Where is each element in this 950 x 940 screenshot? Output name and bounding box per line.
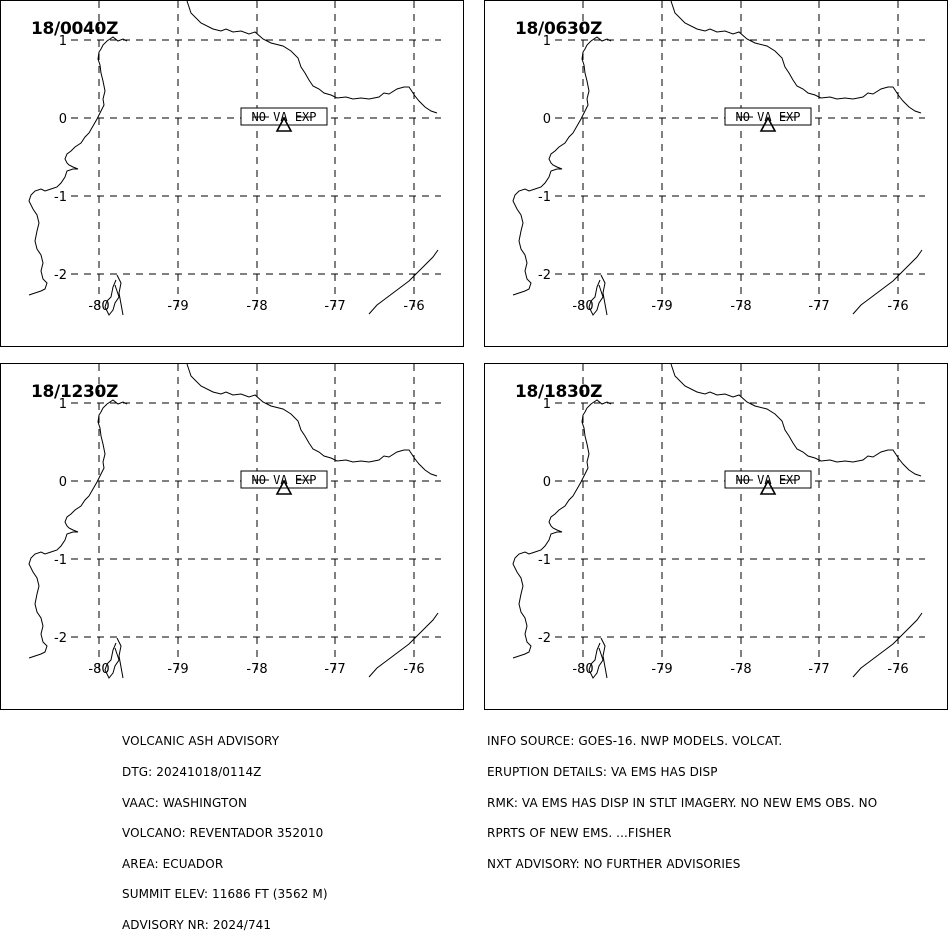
- lat-label: 0: [59, 475, 67, 490]
- lat-label: 1: [543, 34, 551, 49]
- panel-valid-time: 18/1230Z: [31, 382, 119, 402]
- triangle-icon: [759, 479, 777, 495]
- advisory-line: INFO SOURCE: GOES-16. NWP MODELS. VOLCAT…: [487, 734, 783, 749]
- lon-label: -77: [324, 299, 345, 314]
- coastline-se: [852, 612, 923, 678]
- lon-label: -78: [730, 299, 751, 314]
- coastline: [28, 1, 438, 316]
- lon-label: -76: [403, 662, 424, 677]
- lon-label: -76: [403, 299, 424, 314]
- lon-label: -78: [730, 662, 751, 677]
- advisory-line: DTG: 20241018/0114Z: [122, 765, 262, 779]
- lon-label: -80: [572, 662, 593, 677]
- coastline: [28, 364, 438, 679]
- coastline: [512, 1, 922, 316]
- lat-label: -2: [538, 268, 551, 283]
- lon-label: -77: [808, 299, 829, 314]
- advisory-line: AREA: ECUADOR: [122, 856, 224, 871]
- lat-label: 0: [543, 112, 551, 127]
- lat-label: -1: [538, 190, 551, 205]
- lon-label: -78: [246, 662, 267, 677]
- advisory-left-text: VOLCANIC ASH ADVISORY DTG: 20241018/0114…: [122, 716, 328, 940]
- map-panel: 1 0 -1 -2 -80 -79 -78 -77 -76 NO VA EXP 18/0040Z: [0, 0, 464, 347]
- advisory-line: RPRTS OF NEW EMS. ...FISHER: [487, 826, 672, 841]
- lon-label: -76: [887, 299, 908, 314]
- lat-label: 1: [543, 397, 551, 412]
- advisory-line: NXT ADVISORY: NO FURTHER ADVISORIES: [487, 856, 741, 871]
- advisory-line: VOLCANIC ASH ADVISORY: [122, 734, 280, 749]
- lat-label: -2: [538, 631, 551, 646]
- advisory-line: VOLCANO: REVENTADOR 352010: [122, 826, 324, 841]
- triangle-icon: [759, 116, 777, 132]
- lat-label: 1: [59, 34, 67, 49]
- advisory-line: RMK: VA EMS HAS DISP IN STLT IMAGERY. NO…: [487, 795, 878, 810]
- advisory-right-text: INFO SOURCE: GOES-16. NWP MODELS. VOLCAT…: [487, 716, 877, 879]
- lon-label: -78: [246, 299, 267, 314]
- map-panel: 1 0 -1 -2 -80 -79 -78 -77 -76 NO VA EXP 18/1830Z: [484, 363, 948, 710]
- lon-label: -79: [651, 662, 672, 677]
- triangle-icon: [275, 479, 293, 495]
- panel-valid-time: 18/1830Z: [515, 382, 603, 402]
- lon-label: -76: [887, 662, 908, 677]
- coastline-se: [368, 249, 439, 315]
- panel-valid-time: 18/0040Z: [31, 19, 119, 39]
- lon-label: -80: [88, 662, 109, 677]
- coastline-se: [852, 249, 923, 315]
- panel-valid-time: 18/0630Z: [515, 19, 603, 39]
- lon-label: -79: [167, 662, 188, 677]
- lat-label: -1: [54, 190, 67, 205]
- lon-label: -77: [808, 662, 829, 677]
- lon-label: -79: [651, 299, 672, 314]
- map-panel: 1 0 -1 -2 -80 -79 -78 -77 -76 NO VA EXP 18/0630Z: [484, 0, 948, 347]
- advisory-line: ERUPTION DETAILS: VA EMS HAS DISP: [487, 765, 718, 779]
- lat-label: 0: [59, 112, 67, 127]
- lon-label: -77: [324, 662, 345, 677]
- map-panel: 1 0 -1 -2 -80 -79 -78 -77 -76 NO VA EXP 18/1230Z: [0, 363, 464, 710]
- advisory-line: VAAC: WASHINGTON: [122, 795, 248, 810]
- triangle-icon: [275, 116, 293, 132]
- lat-label: -1: [54, 553, 67, 568]
- lon-label: -80: [88, 299, 109, 314]
- advisory-line: SUMMIT ELEV: 11686 FT (3562 M): [122, 887, 328, 902]
- advisory-line: ADVISORY NR: 2024/741: [122, 917, 272, 932]
- lat-label: 0: [543, 475, 551, 490]
- lat-label: 1: [59, 397, 67, 412]
- coastline: [512, 364, 922, 679]
- lon-label: -80: [572, 299, 593, 314]
- lat-label: -2: [54, 631, 67, 646]
- lat-label: -1: [538, 553, 551, 568]
- lat-label: -2: [54, 268, 67, 283]
- lon-label: -79: [167, 299, 188, 314]
- coastline-se: [368, 612, 439, 678]
